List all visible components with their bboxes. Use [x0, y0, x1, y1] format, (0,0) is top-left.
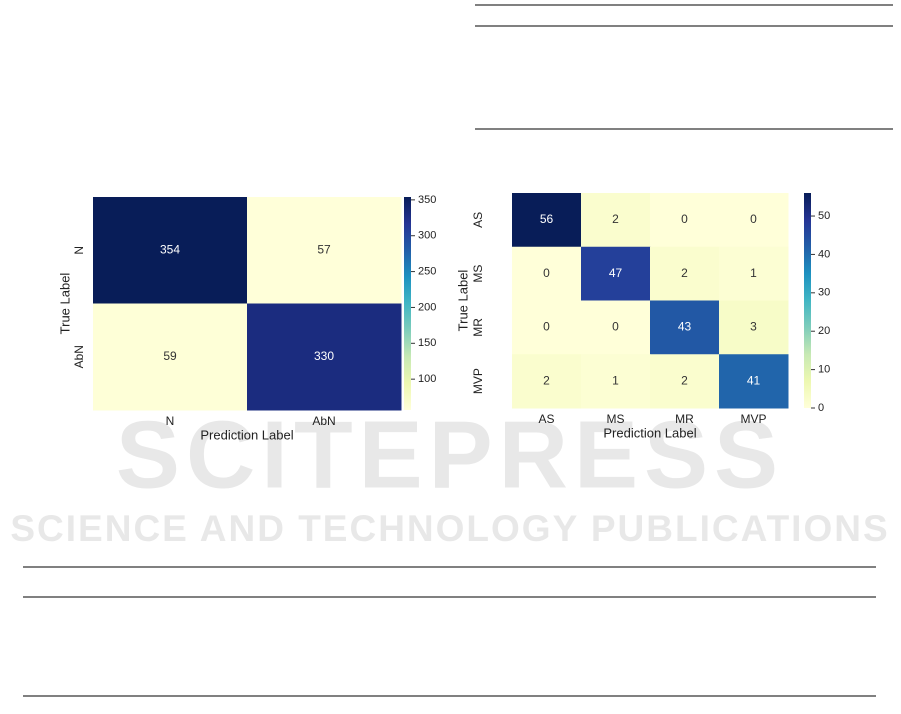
cell-label: 41 — [747, 373, 761, 387]
cell-label: 0 — [750, 212, 757, 226]
cell-label: 2 — [543, 373, 550, 387]
heatmap-cell — [650, 193, 720, 248]
cell-label: 330 — [314, 349, 334, 363]
cell-label: 0 — [681, 212, 688, 226]
colorbar-tick-label: 250 — [418, 265, 436, 277]
cell-label: 1 — [750, 266, 757, 280]
heatmap-cell — [581, 193, 651, 248]
cell-label: 2 — [612, 212, 619, 226]
cell-label: 3 — [750, 320, 757, 334]
heatmap-cell — [581, 354, 651, 409]
heatmap-cell — [719, 354, 789, 409]
colorbar-tick-label: 300 — [418, 230, 436, 242]
cell-label: 0 — [543, 266, 550, 280]
heatmap-cell — [93, 197, 248, 304]
colorbar-tick-label: 20 — [818, 325, 830, 337]
y-tick-label: MS — [471, 265, 485, 283]
y-axis-label: True Label — [455, 270, 470, 332]
heatmap-cell — [93, 303, 248, 411]
heatmap-cell — [512, 354, 582, 409]
y-tick-label: MR — [471, 318, 485, 337]
cell-label: 2 — [681, 373, 688, 387]
x-axis-label: Prediction Label — [603, 425, 696, 440]
cell-label: 1 — [612, 373, 619, 387]
heatmap-cell — [247, 303, 402, 411]
watermark-title: SCITEPRESS — [116, 401, 784, 508]
colorbar-tick-label: 350 — [418, 194, 436, 206]
heatmap-cell — [719, 193, 789, 248]
cell-label: 59 — [163, 349, 177, 363]
x-tick-label: AbN — [312, 414, 335, 428]
colorbar — [404, 197, 411, 410]
heatmap-cell — [650, 354, 720, 409]
y-tick-label: AbN — [72, 345, 86, 368]
heatmap-cell — [512, 193, 582, 248]
heatmap-cell — [512, 246, 582, 301]
heatmap-cell — [650, 246, 720, 301]
cell-label: 354 — [160, 242, 180, 256]
colorbar-tick-label: 40 — [818, 248, 830, 260]
x-axis-label: Prediction Label — [200, 427, 293, 442]
colorbar-tick-label: 200 — [418, 301, 436, 313]
colorbar-tick-label: 100 — [418, 373, 436, 385]
colorbar-tick-label: 50 — [818, 210, 830, 222]
y-axis-label: True Label — [57, 273, 72, 335]
heatmap-cell — [719, 246, 789, 301]
cell-label: 56 — [540, 212, 554, 226]
cell-label: 0 — [543, 320, 550, 334]
x-tick-label: N — [166, 414, 175, 428]
heatmap-cell — [581, 300, 651, 355]
x-tick-label: MR — [675, 412, 694, 426]
x-tick-label: AS — [538, 412, 554, 426]
x-tick-label: MVP — [740, 412, 766, 426]
colorbar — [804, 193, 811, 408]
heatmap-cell — [247, 197, 402, 304]
x-tick-label: MS — [607, 412, 625, 426]
cell-label: 0 — [612, 320, 619, 334]
cell-label: 57 — [317, 242, 331, 256]
colorbar-tick-label: 30 — [818, 287, 830, 299]
colorbar-tick-label: 0 — [818, 402, 824, 414]
heatmap-cell — [719, 300, 789, 355]
y-tick-label: AS — [471, 212, 485, 228]
y-tick-label: MVP — [471, 368, 485, 394]
y-tick-label: N — [72, 246, 86, 255]
watermark-subtitle: SCIENCE AND TECHNOLOGY PUBLICATIONS — [10, 508, 889, 549]
colorbar-tick-label: 150 — [418, 337, 436, 349]
cell-label: 47 — [609, 266, 623, 280]
cell-label: 2 — [681, 266, 688, 280]
heatmap-cell — [512, 300, 582, 355]
heatmap-cell — [581, 246, 651, 301]
colorbar-tick-label: 10 — [818, 364, 830, 376]
heatmap-cell — [650, 300, 720, 355]
cell-label: 43 — [678, 320, 692, 334]
